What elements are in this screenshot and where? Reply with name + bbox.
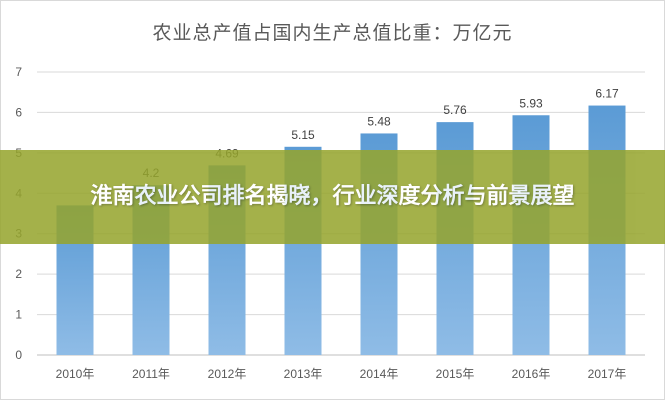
- chart-title: 农业总产值占国内生产总值比重：万亿元: [152, 22, 513, 44]
- x-tick-label: 2014年: [360, 367, 399, 381]
- x-tick-label: 2011年: [132, 367, 170, 381]
- x-axis-ticks: 2010年 2011年 2012年 2013年 2014年 2015年 2016年 2017年: [56, 367, 627, 381]
- headline-banner: 淮南农业公司排名揭晓，行业深度分析与前景展望: [0, 150, 665, 244]
- y-tick-label: 0: [15, 348, 22, 362]
- x-tick-label: 2016年: [512, 367, 551, 381]
- data-label: 5.15: [291, 128, 315, 142]
- headline-text: 淮南农业公司排名揭晓，行业深度分析与前景展望: [90, 184, 575, 209]
- data-label: 5.93: [519, 96, 543, 110]
- data-labels: 4.24.695.155.485.765.936.17: [143, 87, 619, 181]
- y-tick-label: 2: [15, 267, 22, 281]
- y-tick-label: 6: [15, 105, 22, 119]
- x-tick-label: 2015年: [436, 367, 475, 381]
- data-label: 5.48: [367, 114, 391, 128]
- y-tick-label: 7: [15, 65, 22, 79]
- x-tick-label: 2013年: [284, 367, 323, 381]
- y-tick-label: 1: [15, 308, 22, 322]
- data-label: 5.76: [443, 103, 467, 117]
- x-tick-label: 2017年: [588, 367, 627, 381]
- x-tick-label: 2012年: [208, 367, 247, 381]
- data-label: 6.17: [595, 87, 619, 101]
- x-tick-label: 2010年: [56, 367, 95, 381]
